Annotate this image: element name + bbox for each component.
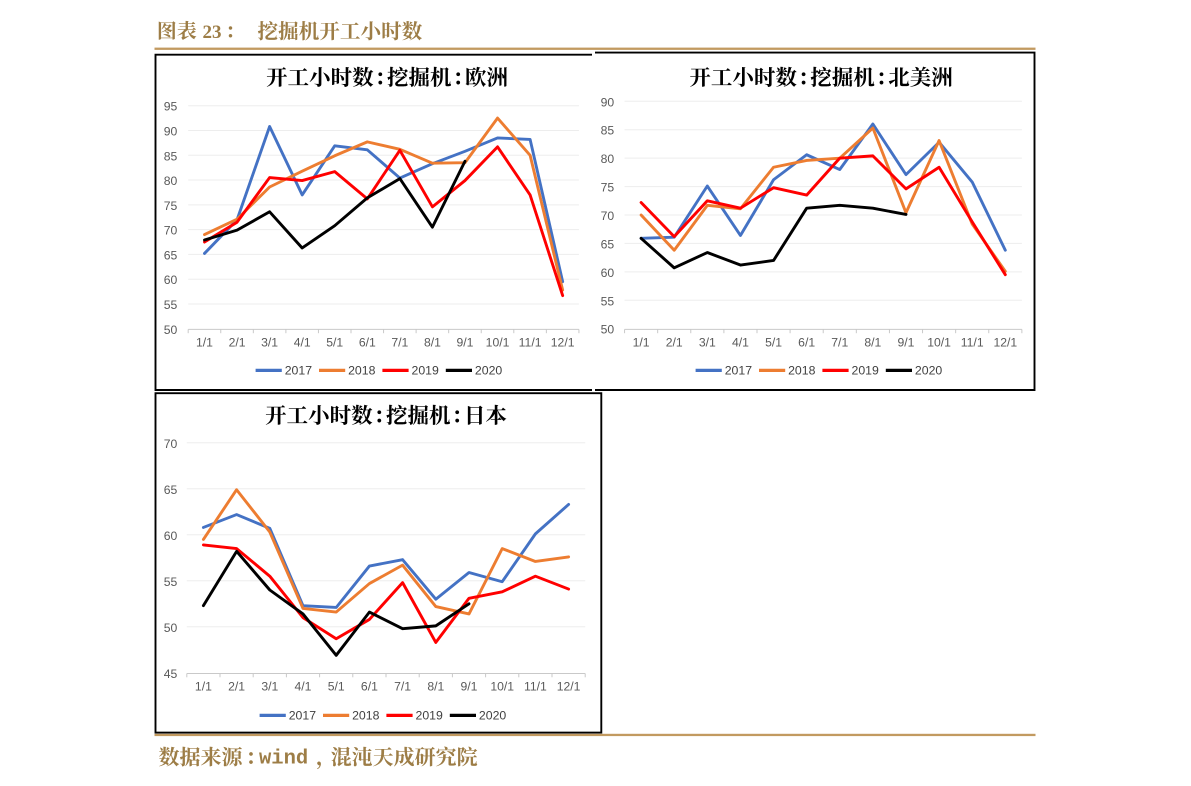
- svg-text:3/1: 3/1: [261, 679, 278, 693]
- svg-text:90: 90: [601, 95, 615, 109]
- svg-text:4/1: 4/1: [294, 335, 311, 349]
- svg-text:2/1: 2/1: [666, 335, 683, 349]
- svg-text:2019: 2019: [412, 363, 440, 377]
- svg-text:5/1: 5/1: [326, 335, 343, 349]
- svg-text:23: 23: [203, 22, 222, 43]
- svg-text:11/1: 11/1: [519, 335, 542, 349]
- svg-text:70: 70: [601, 209, 615, 223]
- svg-text:9/1: 9/1: [457, 335, 474, 349]
- svg-text:4/1: 4/1: [732, 335, 749, 349]
- svg-text:2017: 2017: [725, 363, 753, 377]
- svg-text:65: 65: [601, 237, 615, 251]
- svg-text:80: 80: [601, 152, 615, 166]
- svg-text:85: 85: [601, 124, 615, 138]
- svg-text:2020: 2020: [479, 708, 507, 722]
- svg-text:65: 65: [164, 248, 178, 262]
- svg-text:50: 50: [164, 621, 178, 635]
- svg-text:55: 55: [164, 298, 178, 312]
- svg-text:90: 90: [164, 124, 178, 138]
- svg-text:45: 45: [164, 667, 178, 681]
- svg-text:5/1: 5/1: [765, 335, 782, 349]
- svg-text:80: 80: [164, 174, 178, 188]
- svg-text:2017: 2017: [289, 708, 317, 722]
- svg-text:6/1: 6/1: [359, 335, 376, 349]
- svg-text:3/1: 3/1: [699, 335, 716, 349]
- svg-text:9/1: 9/1: [461, 679, 478, 693]
- svg-text:7/1: 7/1: [394, 679, 411, 693]
- svg-text:75: 75: [164, 199, 178, 213]
- svg-text:9/1: 9/1: [898, 335, 915, 349]
- svg-text:55: 55: [164, 575, 178, 589]
- svg-text:2019: 2019: [416, 708, 444, 722]
- svg-text:12/1: 12/1: [551, 335, 575, 349]
- svg-text:50: 50: [164, 323, 178, 337]
- svg-text:1/1: 1/1: [196, 335, 213, 349]
- svg-text:2019: 2019: [852, 363, 880, 377]
- svg-text:75: 75: [601, 181, 615, 195]
- svg-text:10/1: 10/1: [486, 335, 510, 349]
- svg-text:60: 60: [601, 266, 615, 280]
- svg-text:8/1: 8/1: [424, 335, 441, 349]
- svg-text:7/1: 7/1: [391, 335, 408, 349]
- svg-text:8/1: 8/1: [864, 335, 881, 349]
- svg-text:10/1: 10/1: [927, 335, 951, 349]
- svg-text:2018: 2018: [348, 363, 376, 377]
- svg-text:6/1: 6/1: [361, 679, 378, 693]
- svg-text:70: 70: [164, 224, 178, 238]
- svg-text:7/1: 7/1: [831, 335, 848, 349]
- svg-text:1/1: 1/1: [633, 335, 650, 349]
- svg-text:70: 70: [164, 437, 178, 451]
- svg-text:wind: wind: [259, 748, 308, 771]
- svg-text:2020: 2020: [915, 363, 943, 377]
- svg-text:12/1: 12/1: [993, 335, 1017, 349]
- svg-text:2018: 2018: [352, 708, 380, 722]
- svg-text:11/1: 11/1: [961, 335, 984, 349]
- svg-text:5/1: 5/1: [328, 679, 345, 693]
- svg-text:50: 50: [601, 323, 615, 337]
- svg-text:60: 60: [164, 529, 178, 543]
- svg-text:1/1: 1/1: [195, 679, 212, 693]
- svg-text:2020: 2020: [475, 363, 503, 377]
- svg-text:2/1: 2/1: [229, 335, 246, 349]
- svg-text:11/1: 11/1: [524, 679, 547, 693]
- svg-text:2017: 2017: [285, 363, 313, 377]
- svg-text:95: 95: [164, 100, 178, 114]
- svg-text:3/1: 3/1: [261, 335, 278, 349]
- svg-text:8/1: 8/1: [427, 679, 444, 693]
- svg-text:65: 65: [164, 483, 178, 497]
- svg-text:60: 60: [164, 273, 178, 287]
- svg-text:10/1: 10/1: [490, 679, 514, 693]
- svg-text:12/1: 12/1: [557, 679, 581, 693]
- svg-text:85: 85: [164, 149, 178, 163]
- svg-text:4/1: 4/1: [295, 679, 312, 693]
- svg-text:55: 55: [601, 294, 615, 308]
- svg-text:2/1: 2/1: [228, 679, 245, 693]
- svg-text:6/1: 6/1: [798, 335, 815, 349]
- svg-text:2018: 2018: [788, 363, 816, 377]
